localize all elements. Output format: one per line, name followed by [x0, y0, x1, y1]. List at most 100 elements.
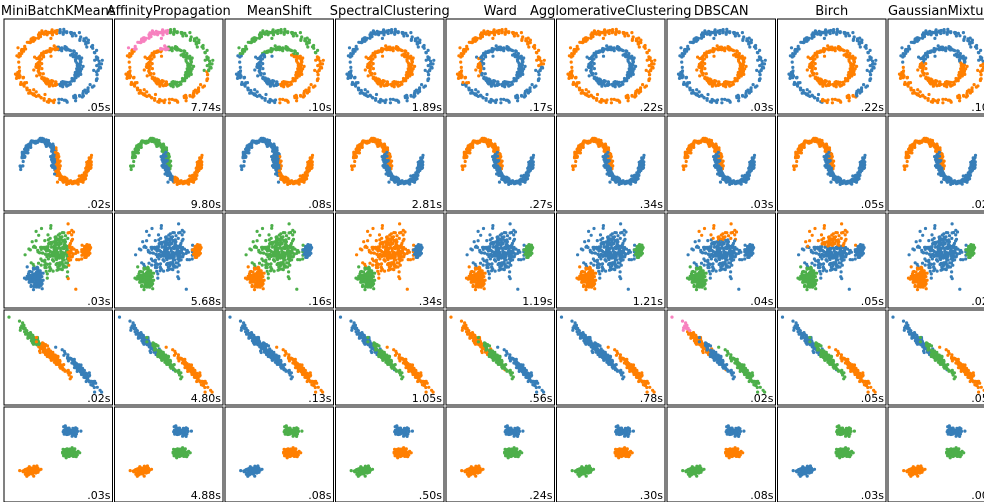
data-point: [740, 66, 745, 70]
data-point: [900, 46, 904, 50]
data-point: [613, 85, 617, 89]
data-point: [595, 97, 599, 101]
data-point: [360, 141, 364, 145]
data-point: [760, 65, 765, 69]
data-point: [157, 99, 161, 103]
data-point: [353, 159, 357, 164]
data-point: [826, 44, 830, 48]
data-point: [752, 45, 757, 49]
data-point: [630, 69, 634, 73]
data-point: [459, 65, 463, 69]
data-point: [979, 77, 983, 81]
data-point: [578, 88, 582, 92]
data-point: [934, 28, 938, 32]
data-point: [35, 74, 39, 78]
data-point: [630, 93, 634, 98]
data-point: [937, 29, 942, 33]
data-point: [85, 165, 89, 169]
data-point: [291, 34, 295, 38]
data-point: [712, 54, 716, 58]
data-point: [348, 60, 352, 64]
data-point: [637, 91, 641, 95]
data-point: [477, 74, 481, 78]
data-point: [932, 46, 936, 51]
data-point: [736, 94, 741, 98]
data-point: [272, 79, 276, 83]
data-point: [907, 81, 911, 85]
data-point: [692, 37, 696, 41]
data-point: [459, 60, 463, 64]
data-point: [72, 31, 76, 35]
data-point: [598, 30, 602, 34]
data-point: [184, 99, 188, 103]
data-point: [758, 73, 762, 77]
data-point: [295, 180, 299, 184]
data-point: [370, 35, 374, 39]
data-point: [726, 47, 730, 51]
cluster-panel: 1.89s: [335, 18, 445, 115]
data-point: [616, 47, 620, 51]
data-point: [205, 73, 210, 77]
data-point: [266, 79, 270, 83]
data-point: [567, 54, 572, 58]
data-point: [38, 71, 42, 76]
data-point: [920, 69, 924, 73]
data-point: [527, 40, 531, 44]
data-point: [705, 97, 709, 101]
data-point: [490, 46, 494, 51]
data-point: [89, 45, 94, 49]
data-point: [371, 96, 375, 100]
data-point: [295, 34, 299, 38]
data-point: [979, 73, 983, 77]
data-point: [74, 34, 78, 38]
data-point: [195, 45, 199, 49]
data-point: [922, 35, 927, 39]
data-point: [737, 99, 741, 103]
data-point: [37, 31, 42, 35]
data-point: [88, 163, 92, 167]
data-point: [933, 82, 937, 86]
data-point: [487, 50, 491, 54]
data-point: [871, 62, 876, 66]
data-point: [851, 69, 855, 73]
data-point: [294, 94, 298, 98]
data-point: [43, 92, 47, 97]
data-point: [314, 58, 318, 62]
data-point: [810, 93, 814, 97]
data-point: [865, 84, 870, 88]
data-point: [211, 58, 215, 62]
data-point: [140, 37, 144, 41]
data-point: [958, 99, 962, 103]
data-point: [15, 54, 19, 58]
data-point: [809, 62, 813, 66]
data-point: [969, 45, 973, 49]
data-point: [313, 68, 317, 72]
data-point: [282, 85, 286, 89]
data-point: [60, 97, 64, 101]
data-point: [711, 46, 715, 51]
data-point: [936, 100, 940, 105]
data-point: [704, 72, 708, 76]
data-point: [793, 49, 797, 53]
data-point: [930, 30, 934, 34]
data-point: [85, 45, 89, 49]
data-point: [630, 38, 634, 43]
data-point: [976, 50, 981, 55]
data-point: [487, 79, 491, 83]
data-point: [162, 144, 166, 148]
data-point: [277, 169, 281, 173]
data-point: [163, 98, 167, 102]
data-point: [241, 153, 245, 157]
data-point: [510, 53, 515, 57]
data-point: [413, 64, 417, 68]
data-point: [86, 86, 90, 90]
data-point: [33, 36, 38, 40]
data-point: [95, 77, 99, 81]
data-point: [384, 44, 388, 48]
data-point: [847, 94, 851, 98]
cluster-panel: .03s: [666, 18, 776, 115]
data-point: [761, 62, 765, 66]
data-point: [371, 62, 375, 66]
data-point: [592, 29, 597, 33]
data-point: [92, 84, 96, 88]
